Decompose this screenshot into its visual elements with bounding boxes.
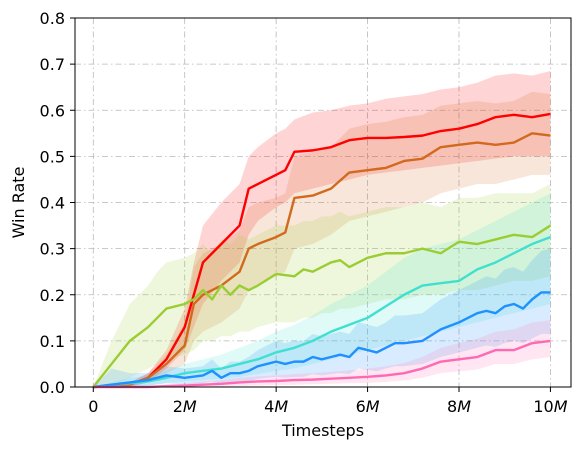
x-tick-label: 8M	[447, 397, 471, 416]
y-tick-label: 0.1	[40, 332, 65, 351]
x-tick-label: 4M	[264, 397, 288, 416]
y-tick-label: 0.5	[40, 147, 65, 166]
series-line-layer	[92, 112, 552, 389]
y-tick-label: 0.3	[40, 240, 65, 259]
x-axis-label: Timesteps	[281, 421, 364, 440]
y-tick-label: 0.0	[40, 378, 65, 397]
series-1-line	[93, 132, 551, 389]
y-tick-label: 0.4	[40, 194, 65, 213]
series-2-line	[92, 224, 552, 388]
series-0-line	[93, 112, 551, 389]
y-tick-label: 0.7	[40, 55, 65, 74]
y-tick-label: 0.8	[40, 9, 65, 28]
series-2-confidence-band	[93, 184, 551, 387]
series-3-confidence-band	[93, 193, 551, 387]
x-tick-label: 0	[88, 397, 98, 416]
confidence-band-layer	[93, 71, 551, 388]
series-4-confidence-band	[93, 248, 551, 387]
tick-layer: 0 2M 4M 6M 8M 10M 0.0 0.1 0.2 0.3 0.4 0.5 0.6 0.7 0.8	[40, 9, 568, 416]
series-4-line	[93, 291, 551, 389]
y-tick-label: 0.6	[40, 101, 65, 120]
y-axis-label: Win Rate	[9, 167, 28, 239]
series-1-confidence-band	[93, 91, 551, 388]
series-5-line	[93, 339, 551, 389]
series-5-confidence-band	[93, 320, 551, 387]
y-tick-label: 0.2	[40, 286, 65, 305]
x-tick-label: 2M	[173, 397, 197, 416]
x-tick-label: 10M	[533, 397, 567, 416]
x-tick-label: 6M	[356, 397, 380, 416]
